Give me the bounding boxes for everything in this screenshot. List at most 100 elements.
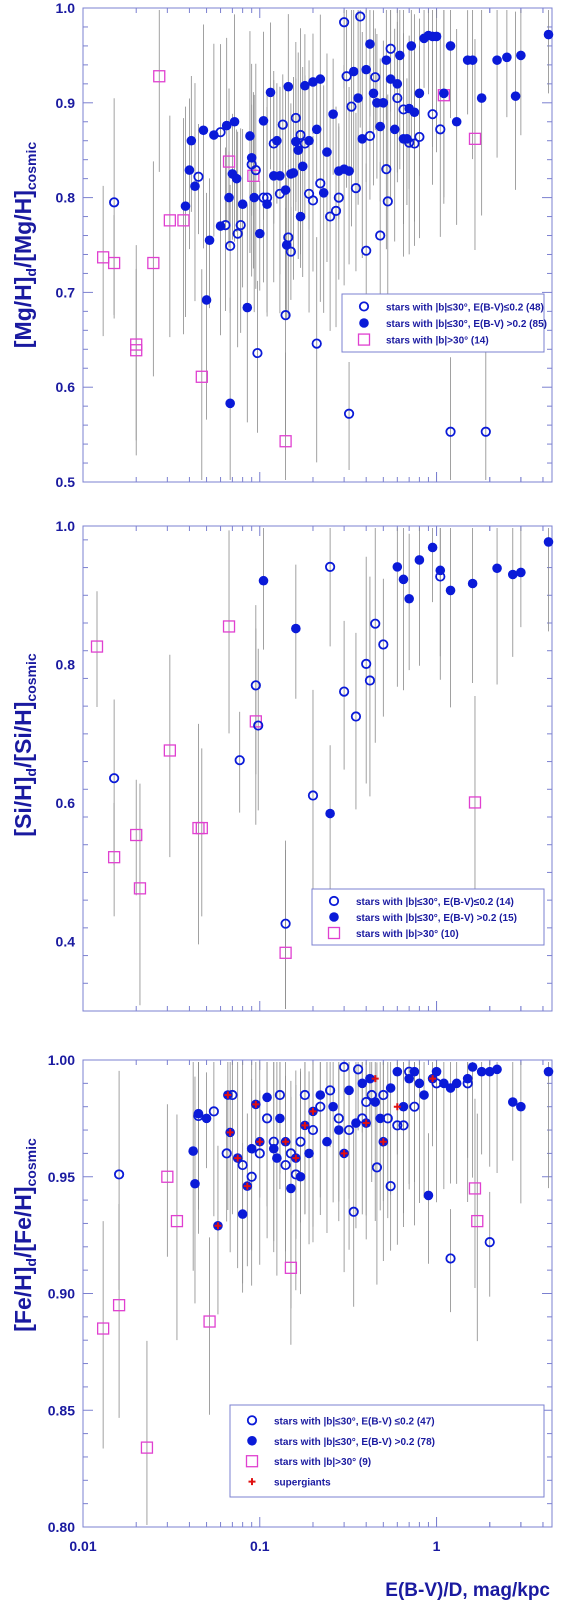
y-axis-label: [Mg/H]d/[Mg/H]cosmic [10,142,39,348]
data-point-filled-circle [245,131,255,141]
legend: stars with |b|≤30°, E(B-V)≤0.2 (48) stars… [341,293,547,353]
data-point-open-square [203,1315,216,1328]
y-tick-label: 0.6 [56,795,76,811]
legend-label: stars with |b|≤30°, E(B-V)≤0.2 (48) [386,302,544,313]
data-point-filled-circle [254,228,265,239]
data-point-filled-circle [328,1101,338,1112]
data-point-filled-circle [186,135,197,146]
data-point-open-circle [307,1124,319,1136]
data-point-open-circle [414,131,425,143]
data-point-filled-circle [445,585,456,596]
data-point-filled-circle [516,567,526,578]
data-point-filled-circle [370,1097,381,1107]
data-point-plus [252,1100,260,1108]
data-point-open-circle [445,1253,456,1264]
legend: stars with |b|≤30°, E(B-V) ≤0.2 (47) star… [229,1404,545,1498]
data-point-filled-circle [318,188,329,198]
data-point-open-circle [353,1064,364,1075]
data-point-filled-circle [467,1062,478,1072]
series-filled-circle [180,29,554,409]
data-point-filled-circle [435,565,446,576]
data-point-filled-circle [381,55,392,65]
data-point-filled-circle [297,161,308,172]
y-tick-label: 0.95 [48,1169,75,1185]
data-point-filled-circle [351,1118,361,1128]
data-point-filled-circle [361,64,371,75]
data-point-filled-circle [462,1073,473,1084]
legend-marker-open-square [245,1455,259,1468]
data-point-open-circle [109,197,120,208]
data-point-filled-circle [398,1101,409,1112]
data-point-filled-circle [188,1146,198,1156]
data-point-plus [379,1138,387,1146]
data-point-filled-circle [246,152,257,163]
data-point-open-circle [480,426,491,437]
data-point-open-circle [398,1120,409,1131]
data-point-filled-circle [414,88,425,99]
data-point-open-circle [378,1089,389,1101]
plot-frame [82,7,553,483]
data-point-open-circle [295,1136,306,1147]
data-point-filled-circle [201,1113,212,1124]
data-point-open-circle [285,246,296,257]
data-point-plus [371,1075,379,1083]
data-point-open-circle [221,1148,232,1159]
legend-label: stars with |b|≤30°, E(B-V) >0.2 (15) [356,913,517,924]
data-point-filled-circle [492,563,502,574]
series-open-square [96,70,482,448]
data-point-open-square [161,1170,174,1183]
data-point-filled-circle [431,31,442,42]
data-point-filled-circle [300,80,310,91]
data-point-open-circle [246,1171,257,1182]
data-point-open-circle [325,561,336,572]
data-point-open-circle [409,138,420,149]
data-point-filled-circle [414,1078,425,1089]
data-point-filled-circle [492,1064,502,1075]
panel-mg: 0.5 0.6 0.7 0.8 0.9 1.0 [Mg/H]d/[Mg/H]cosmic st… [10,0,554,490]
data-point-open-circle [350,183,362,194]
data-point-open-square [177,214,190,227]
data-point-open-square [279,946,292,959]
data-point-open-square [112,1299,126,1312]
data-point-filled-circle [334,1125,344,1135]
data-point-open-circle [237,1159,248,1171]
data-point-filled-circle [451,116,462,127]
data-point-open-circle [409,1101,420,1112]
data-point-filled-circle [242,302,253,313]
data-point-filled-circle [484,1066,495,1077]
data-point-filled-circle [543,537,554,547]
data-point-filled-circle [427,542,438,553]
y-tick-label: 0.85 [48,1402,75,1418]
data-point-open-square [247,169,260,182]
data-point-filled-circle [275,170,285,181]
data-point-filled-circle [283,81,294,92]
data-point-filled-circle [543,1066,554,1077]
data-point-open-circle [333,192,344,203]
data-point-open-circle [315,1101,326,1112]
data-point-filled-circle [258,575,269,586]
data-point-open-circle [339,17,350,28]
data-point-filled-circle [502,52,512,63]
legend-marker-open-circle [358,301,370,312]
data-point-filled-circle [204,235,215,246]
data-point-filled-circle [291,623,301,634]
legend-label: stars with |b|≤30°, E(B-V) >0.2 (85) [386,319,547,330]
data-point-open-circle [325,1085,336,1096]
data-point-filled-circle [402,134,412,144]
data-point-filled-circle [262,199,272,210]
x-tick-label: 0.1 [250,1538,270,1554]
data-point-filled-circle [184,165,195,175]
y-axis-label: [Fe/H]d/[Fe/H]cosmic [10,1138,39,1332]
data-point-filled-circle [304,135,314,146]
error-bars [102,10,549,480]
data-point-open-circle [307,195,319,206]
data-point-open-circle [385,1180,396,1192]
data-point-open-circle [370,72,381,83]
data-point-filled-circle [328,109,338,119]
legend-label: stars with |b|≤30°, E(B-V)≤0.2 (14) [356,897,514,908]
legend-marker-plus [248,1478,256,1486]
legend-label: stars with |b|≤30°, E(B-V) >0.2 (78) [274,1437,435,1448]
y-tick-label: 1.00 [48,1052,75,1068]
legend-label: stars with |b|>30° (10) [356,929,459,940]
data-point-plus [292,1154,300,1162]
